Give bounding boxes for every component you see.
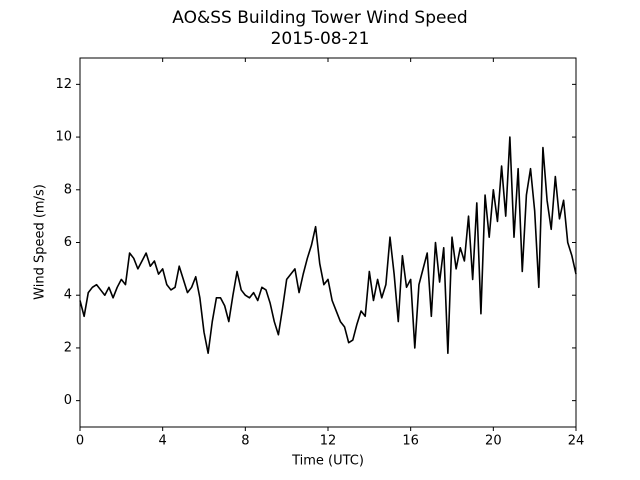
y-tick-label: 10 <box>55 130 72 145</box>
x-tick-label: 24 <box>568 434 585 449</box>
y-tick-label: 6 <box>64 235 72 250</box>
y-tick-label: 8 <box>64 182 72 197</box>
y-tick-label: 2 <box>64 340 72 355</box>
chart-title: AO&SS Building Tower Wind Speed <box>172 8 467 28</box>
y-tick-label: 12 <box>55 77 72 92</box>
y-axis-label: Wind Speed (m/s) <box>33 184 48 300</box>
data-line <box>79 136 577 354</box>
x-tick-label: 0 <box>76 434 84 449</box>
y-tick-label: 0 <box>64 393 72 408</box>
x-tick-label: 16 <box>402 434 419 449</box>
plot-frame <box>79 57 577 428</box>
chart-subtitle: 2015-08-21 <box>271 29 370 49</box>
x-axis-label: Time (UTC) <box>291 454 364 469</box>
x-tick-label: 8 <box>241 434 249 449</box>
y-tick-label: 4 <box>64 288 72 303</box>
x-tick-label: 20 <box>485 434 502 449</box>
x-tick-label: 12 <box>320 434 337 449</box>
x-tick-label: 4 <box>159 434 167 449</box>
